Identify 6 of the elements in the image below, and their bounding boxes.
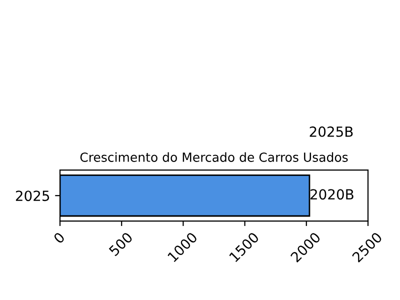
chart-title: Crescimento do Mercado de Carros Usados <box>80 152 348 162</box>
text: 2025B <box>310 126 353 137</box>
x-tick-label: 500 <box>108 232 134 256</box>
y-tick-label: 2025 <box>16 190 50 202</box>
x-tick-label: 0 <box>52 232 66 244</box>
annotation: 2020B <box>310 189 354 200</box>
